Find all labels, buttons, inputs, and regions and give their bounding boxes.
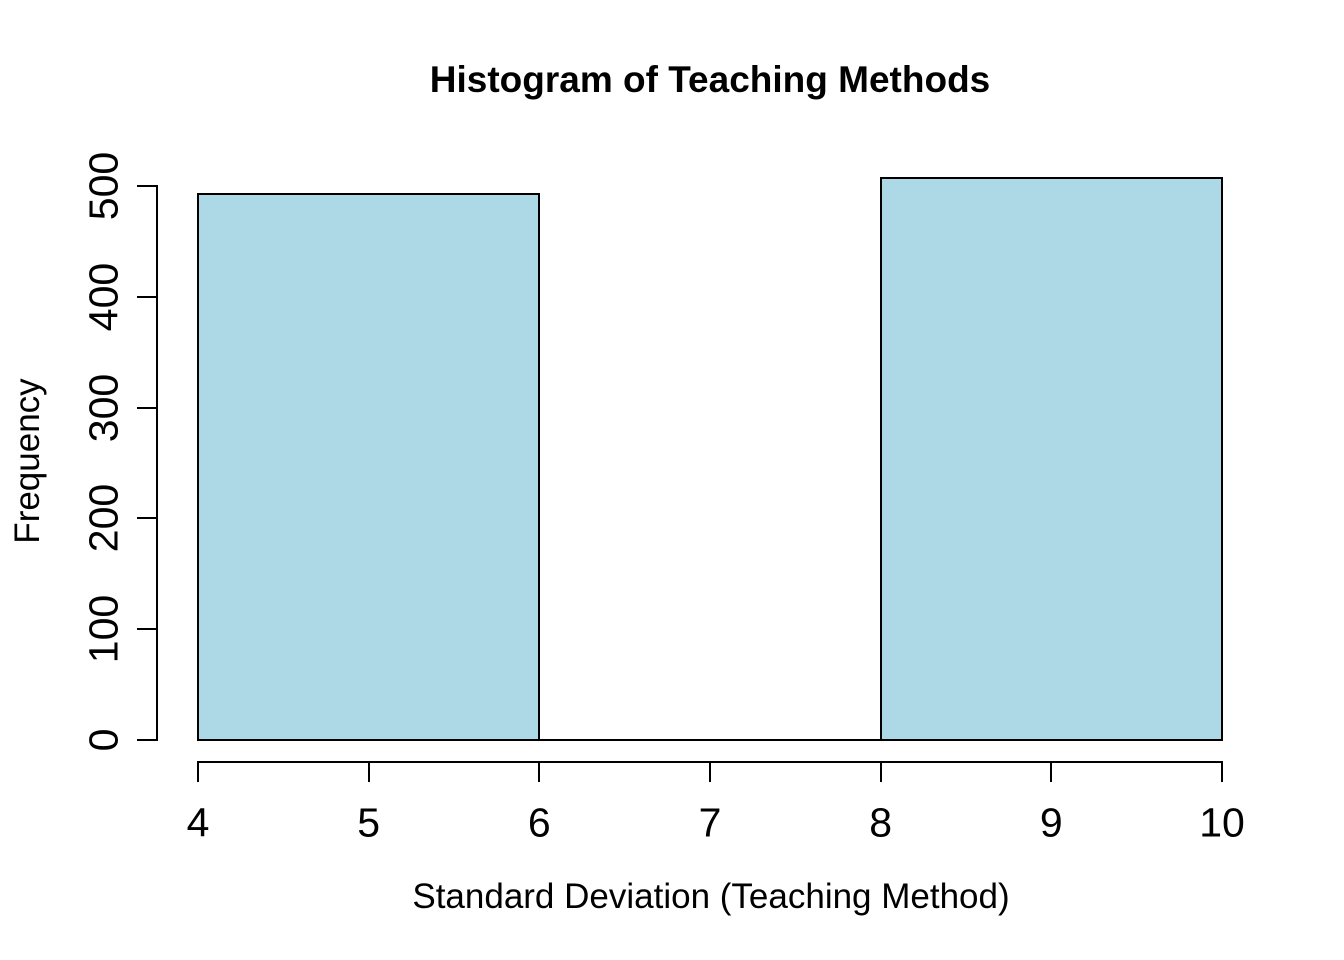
y-axis-tick [137, 628, 157, 631]
y-tick-label: 100 [80, 594, 127, 664]
x-axis-tick [1221, 762, 1223, 782]
y-axis-tick [137, 739, 157, 741]
x-tick-label: 4 [186, 799, 210, 846]
x-axis-tick [367, 762, 370, 782]
histogram-bar [197, 192, 541, 741]
x-axis-tick [709, 762, 711, 782]
y-tick-label: 400 [80, 262, 127, 332]
x-axis-tick [879, 762, 882, 782]
x-tick-label: 5 [357, 799, 381, 846]
x-tick-label: 7 [698, 799, 722, 846]
histogram-bar [879, 177, 1223, 741]
x-tick-label: 8 [869, 799, 893, 846]
y-axis-line [156, 185, 158, 741]
x-tick-label: 10 [1199, 799, 1245, 846]
histogram-zero-bin [538, 739, 882, 741]
x-tick-label: 6 [527, 799, 551, 846]
y-axis-tick [137, 185, 157, 187]
y-tick-label: 500 [80, 151, 127, 221]
y-axis-tick [137, 517, 157, 520]
x-axis-tick [197, 762, 199, 782]
y-axis-tick [137, 406, 157, 409]
y-axis-tick [137, 295, 157, 298]
chart-title: Histogram of Teaching Methods [429, 59, 991, 100]
y-axis-title: Frequency [8, 378, 47, 544]
x-axis-tick [1050, 762, 1053, 782]
y-tick-label: 0 [80, 728, 127, 752]
y-tick-label: 300 [80, 373, 127, 442]
x-axis-title: Standard Deviation (Teaching Method) [412, 877, 1010, 916]
x-axis-tick [538, 762, 541, 782]
x-tick-label: 9 [1039, 799, 1063, 846]
y-tick-label: 200 [80, 484, 127, 553]
